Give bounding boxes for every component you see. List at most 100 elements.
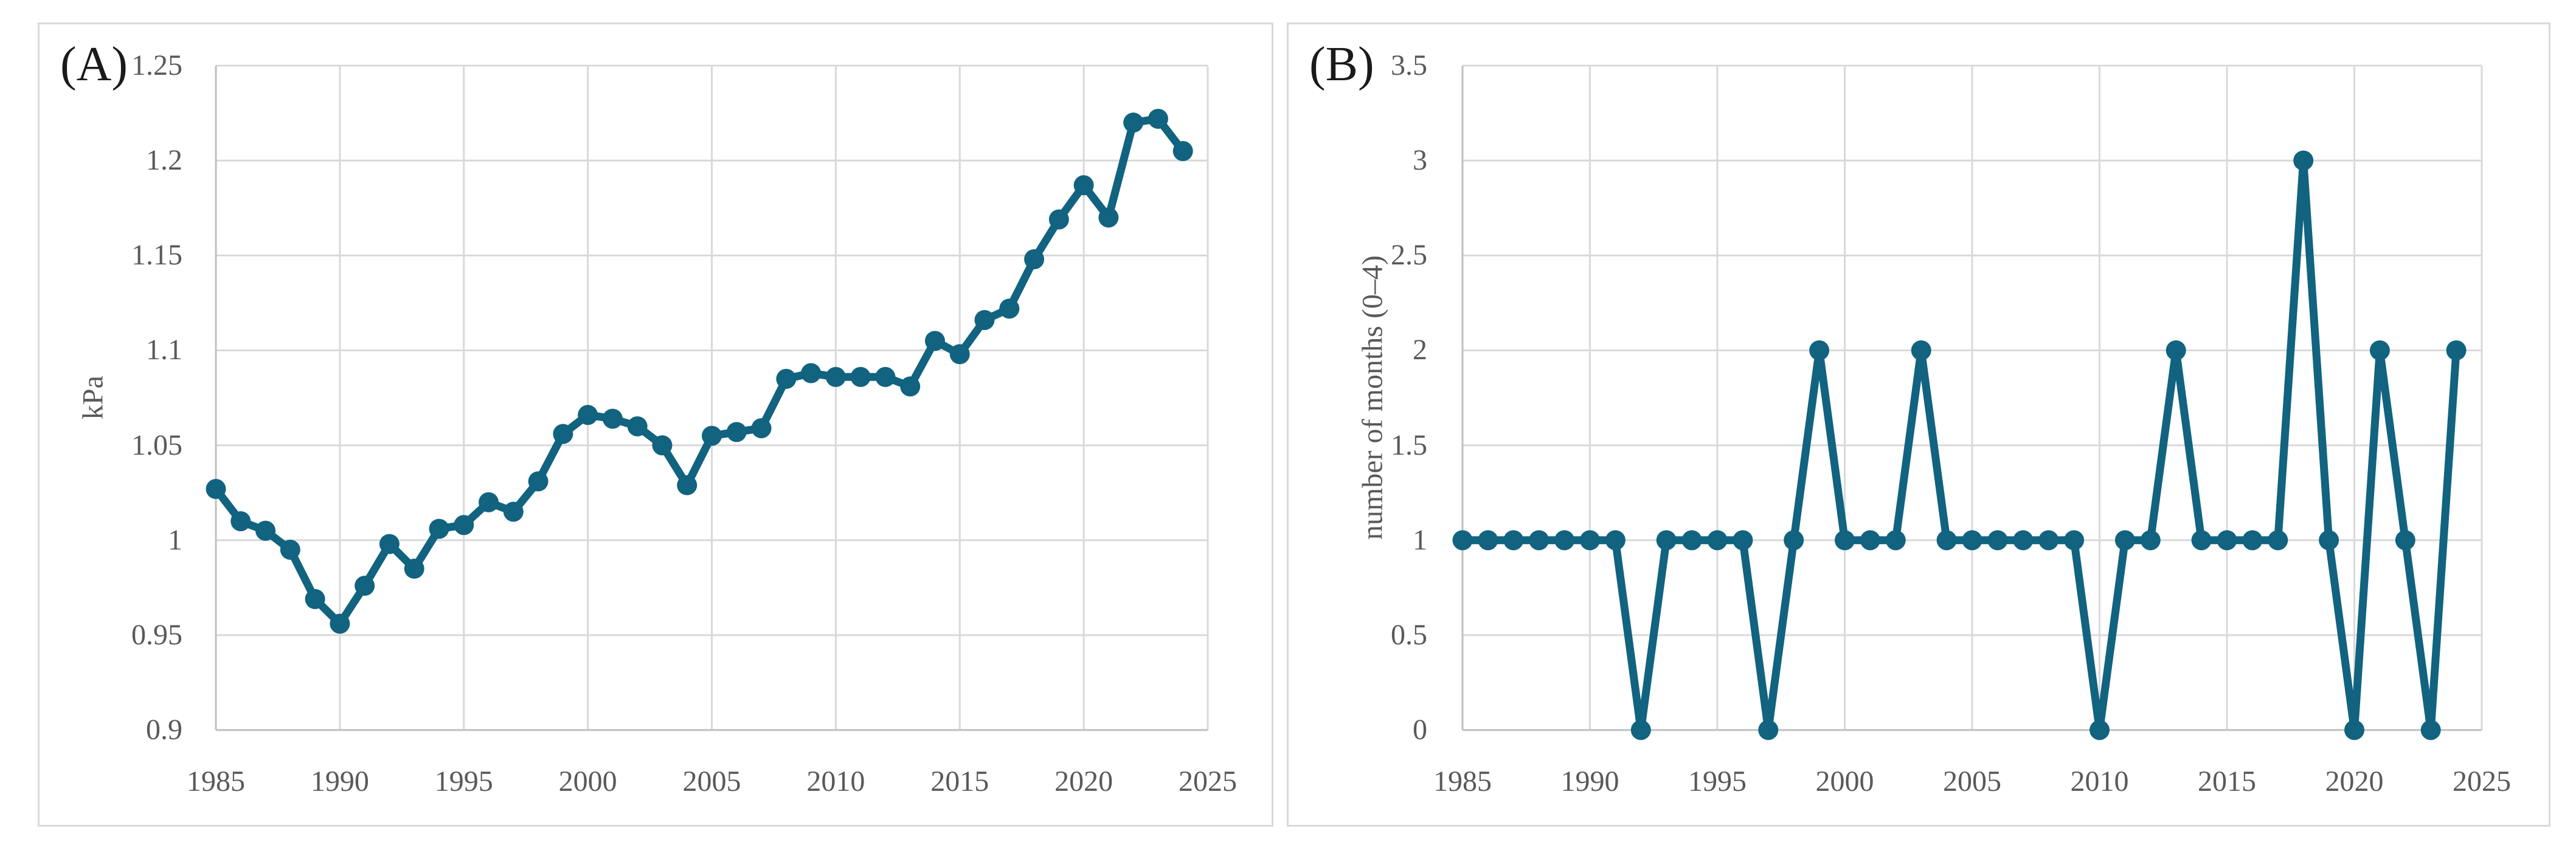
plot-area-b: [1452, 64, 2483, 740]
data-point-marker: [206, 478, 226, 499]
data-point-marker: [479, 492, 499, 512]
data-point-marker: [2446, 340, 2467, 360]
data-point-marker: [528, 471, 549, 492]
x-tick-label: 1990: [1560, 765, 1619, 798]
data-point-marker: [2420, 720, 2441, 740]
y-tick-label: 0: [1413, 714, 1427, 746]
data-point-marker: [1478, 530, 1498, 551]
data-point-marker: [702, 426, 722, 446]
x-tick-label: 2015: [930, 765, 989, 798]
data-point-marker: [2217, 530, 2237, 551]
y-tick-label: 1.05: [131, 429, 182, 461]
data-point-marker: [1962, 530, 1982, 551]
data-point-marker: [1580, 530, 1600, 551]
data-point-marker: [1936, 530, 1957, 551]
x-tick-label: 2005: [1943, 765, 2001, 798]
data-point-marker: [2114, 530, 2135, 551]
data-point-marker: [1172, 141, 1193, 162]
x-axis-tick-labels: 1985 1990 1995 2000 2005 2010 2015 2020 2025: [187, 763, 1237, 801]
data-point-marker: [1048, 209, 1069, 230]
data-point-marker: [652, 435, 673, 456]
data-point-marker: [1452, 530, 1473, 551]
data-point-marker: [2038, 530, 2059, 551]
data-point-marker: [1681, 530, 1702, 551]
data-point-marker: [1503, 530, 1524, 551]
data-point-marker: [330, 613, 350, 634]
data-point-marker: [355, 576, 375, 596]
data-point-marker: [1809, 340, 1830, 360]
x-tick-label: 2020: [1054, 765, 1113, 798]
data-point-marker: [305, 589, 325, 610]
data-point-marker: [2090, 720, 2110, 740]
data-point-marker: [900, 376, 921, 397]
panel-b: (B) number of months (0–4) 0 0.5 1 1.5 2 2.5 3…: [1287, 22, 2550, 827]
data-point-marker: [776, 368, 797, 389]
data-point-marker: [1605, 530, 1626, 551]
data-point-marker: [553, 424, 573, 444]
panel-a: (A) kPa 0.9 0.95 1 1.05 1.1 1.15 1.2 1.25 1985 1…: [38, 22, 1273, 827]
data-point-marker: [503, 501, 524, 522]
data-point-marker: [1024, 249, 1045, 270]
x-tick-label: 2015: [2198, 765, 2256, 798]
data-point-marker: [999, 298, 1020, 319]
data-point-marker: [404, 559, 424, 579]
y-tick-label: 0.95: [131, 618, 182, 651]
data-point-marker: [1733, 530, 1753, 551]
y-axis-tick-labels: 0 0.5 1 1.5 2 2.5 3 3.5: [1289, 24, 1427, 829]
x-axis-tick-labels: 1985 1990 1995 2000 2005 2010 2015 2020 2025: [1433, 763, 2511, 801]
data-point-marker: [280, 539, 300, 560]
data-point-marker: [1656, 530, 1677, 551]
plot-area-a: [206, 64, 1209, 731]
y-tick-label: 2.5: [1391, 239, 1427, 272]
x-tick-label: 1990: [310, 765, 369, 798]
data-point-marker: [2395, 530, 2415, 551]
data-point-marker: [1630, 720, 1651, 740]
data-point-marker: [801, 363, 822, 384]
x-tick-label: 2005: [682, 765, 741, 798]
data-point-marker: [602, 408, 623, 429]
panel-a-label: (A): [60, 38, 128, 91]
data-point-marker: [2064, 530, 2085, 551]
y-tick-label: 0.9: [146, 714, 182, 746]
data-point-marker: [1073, 175, 1094, 196]
y-axis-tick-labels: 0.9 0.95 1 1.05 1.1 1.15 1.2 1.25: [40, 24, 182, 829]
data-point-marker: [2242, 530, 2263, 551]
data-point-marker: [850, 367, 871, 387]
data-point-marker: [949, 344, 970, 365]
data-point-marker: [1885, 530, 1906, 551]
y-tick-label: 1.2: [146, 144, 182, 177]
data-point-marker: [1987, 530, 2008, 551]
data-point-marker: [2319, 530, 2339, 551]
data-point-marker: [2140, 530, 2161, 551]
y-tick-label: 1.1: [146, 334, 182, 367]
data-point-marker: [454, 515, 474, 536]
data-point-marker: [751, 418, 772, 438]
data-point-marker: [1911, 340, 1931, 360]
x-tick-label: 1985: [1433, 765, 1492, 798]
data-point-marker: [1098, 207, 1119, 228]
x-tick-label: 2000: [558, 765, 617, 798]
data-point-marker: [924, 331, 945, 351]
panel-b-label: (B): [1309, 38, 1374, 91]
y-tick-label: 3.5: [1391, 49, 1427, 81]
data-point-marker: [1148, 108, 1168, 129]
data-point-marker: [379, 534, 400, 554]
data-point-marker: [1860, 530, 1880, 551]
y-tick-label: 0.5: [1391, 618, 1427, 651]
line-chart: [1452, 64, 2483, 740]
series-line: [1458, 156, 2460, 734]
x-tick-label: 2010: [2070, 765, 2129, 798]
x-tick-label: 2000: [1815, 765, 1874, 798]
data-point-marker: [2268, 530, 2288, 551]
data-point-marker: [1758, 720, 1779, 740]
x-tick-label: 1985: [187, 765, 245, 798]
y-tick-label: 2: [1413, 334, 1427, 367]
data-point-marker: [2013, 530, 2034, 551]
y-tick-label: 1: [1413, 523, 1427, 556]
x-tick-label: 1995: [434, 765, 493, 798]
data-point-marker: [429, 519, 449, 539]
y-tick-label: 1.25: [131, 49, 182, 81]
x-tick-label: 2025: [1179, 765, 1237, 798]
data-point-marker: [1123, 112, 1144, 133]
data-point-marker: [2369, 340, 2390, 360]
